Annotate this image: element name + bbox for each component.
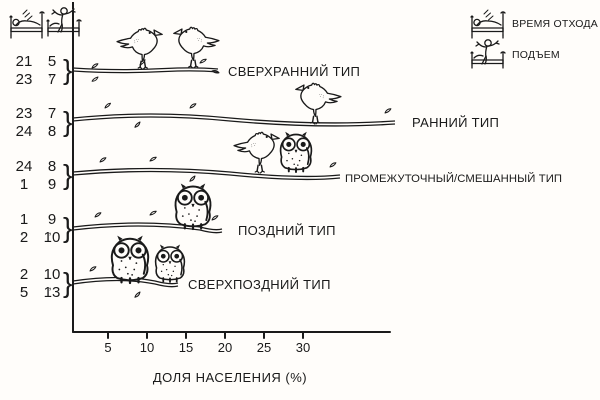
svg-text:ПОЗДНИЙ ТИП: ПОЗДНИЙ ТИП [238, 223, 336, 238]
svg-text:,: , [20, 172, 23, 184]
svg-text:,: , [48, 225, 51, 237]
svg-text:10: 10 [44, 229, 61, 246]
svg-text:13: 13 [44, 284, 61, 301]
svg-text:ПРОМЕЖУТОЧНЫЙ/СМЕШАННЫЙ ТИП: ПРОМЕЖУТОЧНЫЙ/СМЕШАННЫЙ ТИП [345, 172, 562, 185]
svg-text:10: 10 [140, 340, 154, 355]
svg-text:}: } [63, 159, 72, 190]
svg-text:ВРЕМЯ ОТХОДА: ВРЕМЯ ОТХОДА [512, 18, 598, 30]
svg-text:,: , [48, 119, 51, 131]
svg-text:,: , [20, 119, 23, 131]
svg-text:,: , [20, 280, 23, 292]
svg-text:25: 25 [257, 340, 271, 355]
svg-text:,: , [48, 172, 51, 184]
svg-text:21: 21 [16, 53, 33, 70]
svg-text:15: 15 [179, 340, 193, 355]
svg-text:}: } [63, 267, 72, 298]
svg-text:10: 10 [44, 266, 61, 283]
svg-text:,: , [48, 67, 51, 79]
svg-text:24: 24 [16, 123, 33, 140]
svg-text:5: 5 [104, 340, 111, 355]
svg-text:РАННИЙ ТИП: РАННИЙ ТИП [412, 115, 499, 130]
svg-text:}: } [63, 54, 72, 85]
svg-text:СВЕРХРАННИЙ ТИП: СВЕРХРАННИЙ ТИП [228, 64, 360, 79]
svg-text:23: 23 [16, 105, 33, 122]
svg-text:,: , [20, 225, 23, 237]
svg-text:24: 24 [16, 158, 33, 175]
svg-text:СВЕРХПОЗДНИЙ ТИП: СВЕРХПОЗДНИЙ ТИП [188, 277, 331, 292]
svg-text:,: , [48, 280, 51, 292]
svg-text:30: 30 [296, 340, 310, 355]
svg-text:,: , [20, 67, 23, 79]
svg-text:}: } [63, 212, 72, 243]
svg-text:ДОЛЯ НАСЕЛЕНИЯ (%): ДОЛЯ НАСЕЛЕНИЯ (%) [153, 370, 307, 385]
svg-text:}: } [63, 106, 72, 137]
svg-text:20: 20 [218, 340, 232, 355]
svg-text:23: 23 [16, 71, 33, 88]
svg-text:ПОДЪЕМ: ПОДЪЕМ [512, 49, 560, 61]
